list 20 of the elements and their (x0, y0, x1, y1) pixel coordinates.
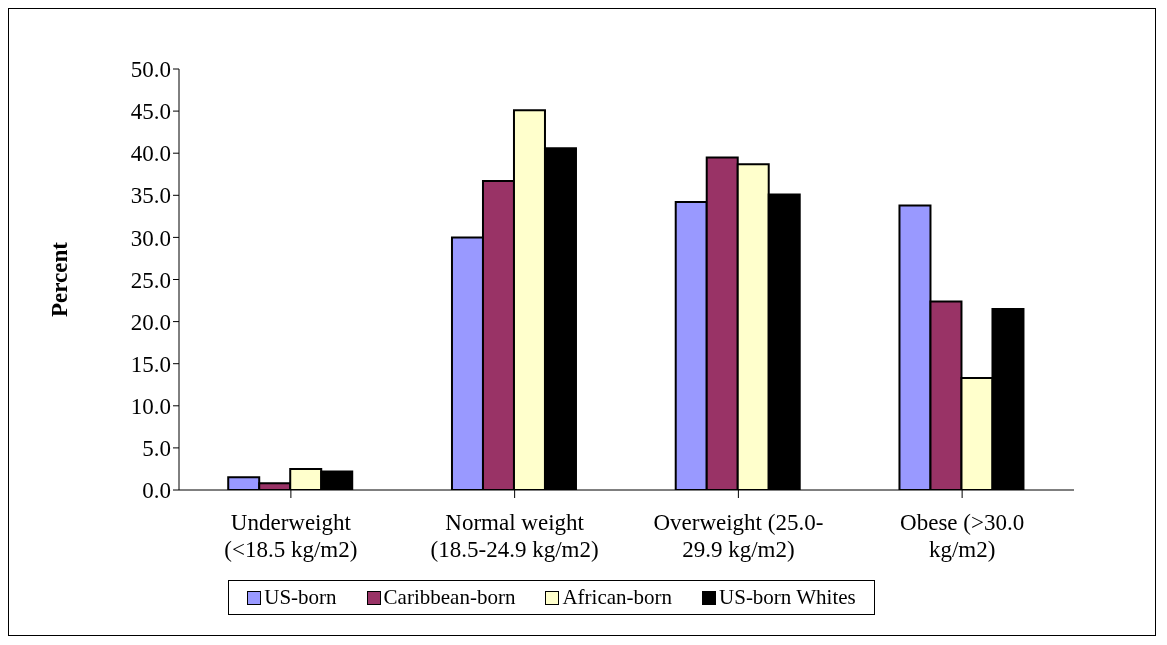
y-tick-label: 25.0 (130, 267, 171, 293)
x-tick-label: Overweight (25.0-29.9 kg/m2) (653, 510, 824, 562)
y-tick-label: 0.0 (142, 478, 171, 504)
y-tick-label: 35.0 (130, 183, 171, 209)
y-tick-label: 15.0 (130, 351, 171, 377)
y-tick-label: 30.0 (130, 225, 171, 251)
x-tick-label: Underweight (<18.5 kg/m2) (224, 510, 358, 562)
y-tick-label: 20.0 (130, 309, 171, 335)
x-tick-label: Normal weight (18.5-24.9 kg/m2) (430, 510, 599, 562)
legend-label: African-born (561, 585, 673, 610)
y-tick-label: 50.0 (130, 57, 171, 83)
x-tick-label: Obese (>30.0 kg/m2) (900, 510, 1025, 562)
y-tick-label: 45.0 (130, 99, 171, 125)
legend-label: US-born (263, 585, 337, 610)
y-tick-label: 5.0 (142, 436, 171, 462)
y-tick-label: 10.0 (130, 393, 171, 419)
y-tick-label: 40.0 (130, 141, 171, 167)
y-axis-title: Percent (47, 241, 73, 317)
legend-label: US-born Whites (718, 585, 856, 610)
legend-label: Caribbean-born (382, 585, 516, 610)
